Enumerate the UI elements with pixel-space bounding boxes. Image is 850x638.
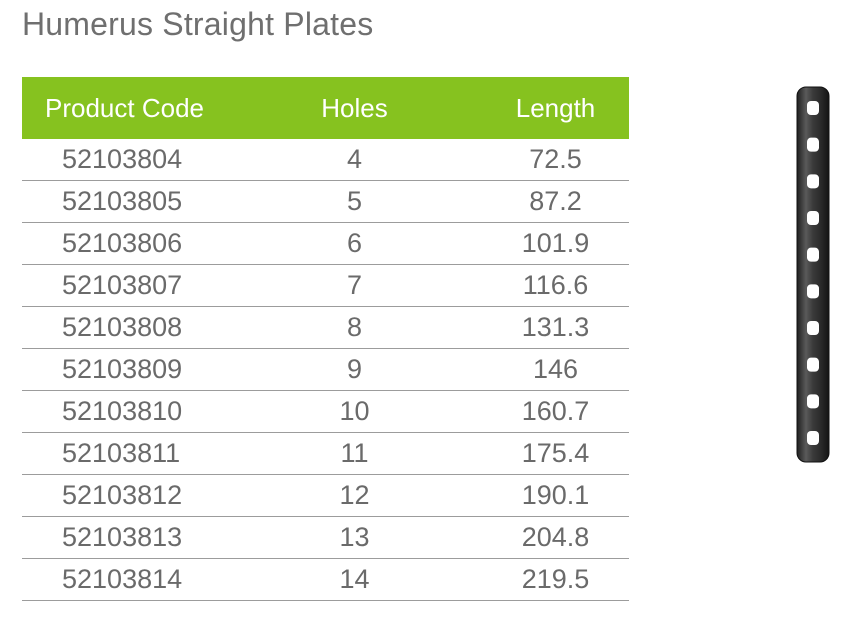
cell-length: 175.4 — [482, 432, 629, 475]
cell-holes: 4 — [227, 139, 482, 181]
cell-length: 87.2 — [482, 180, 629, 223]
cell-length: 160.7 — [482, 390, 629, 433]
cell-length: 101.9 — [482, 222, 629, 265]
plate-holes — [807, 101, 819, 445]
cell-length: 204.8 — [482, 516, 629, 559]
cell-product-code: 52103806 — [22, 222, 227, 265]
cell-holes: 7 — [227, 264, 482, 307]
cell-product-code: 52103812 — [22, 474, 227, 517]
table-row: 52103808 8 131.3 — [22, 306, 629, 349]
cell-holes: 10 — [227, 390, 482, 433]
cell-holes: 14 — [227, 558, 482, 601]
table-row: 52103812 12 190.1 — [22, 474, 629, 517]
cell-product-code: 52103814 — [22, 558, 227, 601]
cell-product-code: 52103804 — [22, 139, 227, 181]
cell-holes: 8 — [227, 306, 482, 349]
page-title: Humerus Straight Plates — [22, 6, 374, 42]
cell-product-code: 52103809 — [22, 348, 227, 391]
plate-body — [796, 86, 830, 463]
cell-product-code: 52103808 — [22, 306, 227, 349]
cell-holes: 6 — [227, 222, 482, 265]
cell-length: 190.1 — [482, 474, 629, 517]
plate-hole — [807, 101, 819, 115]
plate-hole — [807, 431, 819, 445]
plate-hole — [807, 394, 819, 409]
table-row: 52103804 4 72.5 — [22, 139, 629, 181]
table-row: 52103807 7 116.6 — [22, 264, 629, 307]
header-length: Length — [482, 77, 629, 139]
plate-hole — [807, 321, 819, 335]
cell-holes: 9 — [227, 348, 482, 391]
cell-product-code: 52103805 — [22, 180, 227, 223]
cell-length: 131.3 — [482, 306, 629, 349]
table-row: 52103814 14 219.5 — [22, 558, 629, 601]
cell-product-code: 52103810 — [22, 390, 227, 433]
table-row: 52103810 10 160.7 — [22, 390, 629, 433]
cell-product-code: 52103811 — [22, 432, 227, 475]
product-spec-table: Product Code Holes Length 52103804 4 72.… — [22, 77, 629, 601]
cell-length: 146 — [482, 348, 629, 391]
cell-product-code: 52103807 — [22, 264, 227, 307]
table-body: 52103804 4 72.5 52103805 5 87.2 52103806… — [22, 139, 629, 601]
header-product-code: Product Code — [22, 77, 227, 139]
table-header: Product Code Holes Length — [22, 77, 629, 139]
plate-hole — [807, 174, 819, 189]
table-row: 52103805 5 87.2 — [22, 180, 629, 223]
plate-hole — [807, 247, 819, 262]
table-row: 52103806 6 101.9 — [22, 222, 629, 265]
bone-plate-icon — [796, 86, 830, 463]
cell-length: 72.5 — [482, 139, 629, 181]
table-header-row: Product Code Holes Length — [22, 77, 629, 139]
table-row: 52103811 11 175.4 — [22, 432, 629, 475]
plate-hole — [807, 284, 819, 299]
cell-product-code: 52103813 — [22, 516, 227, 559]
plate-hole — [807, 137, 819, 152]
table-row: 52103809 9 146 — [22, 348, 629, 391]
header-holes: Holes — [227, 77, 482, 139]
cell-length: 219.5 — [482, 558, 629, 601]
cell-holes: 12 — [227, 474, 482, 517]
bone-plate-graphic — [796, 86, 830, 463]
cell-length: 116.6 — [482, 264, 629, 307]
table-row: 52103813 13 204.8 — [22, 516, 629, 559]
plate-hole — [807, 211, 819, 225]
cell-holes: 13 — [227, 516, 482, 559]
plate-hole — [807, 357, 819, 372]
cell-holes: 5 — [227, 180, 482, 223]
cell-holes: 11 — [227, 432, 482, 475]
